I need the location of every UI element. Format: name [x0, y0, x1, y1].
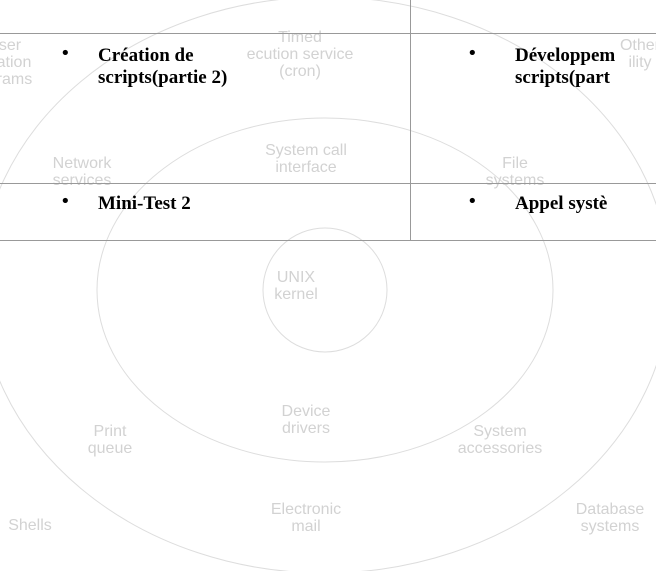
diagram-label: systems [581, 518, 640, 535]
bullet: • [60, 43, 71, 64]
diagram-label: accessories [458, 440, 542, 457]
cell-line: Création de [98, 45, 194, 66]
bullet: • [467, 191, 478, 212]
diagram-label: grams [0, 71, 32, 88]
diagram-label: (cron) [279, 63, 321, 80]
diagram-label: cation [0, 54, 31, 71]
diagram-label: ecution service [247, 46, 354, 63]
diagram-label: interface [275, 159, 336, 176]
ring [262, 227, 388, 353]
cell-line: Appel systè [515, 193, 608, 214]
diagram-label: System call [265, 142, 347, 159]
diagram-label: File [502, 155, 528, 172]
diagram-label: Print [94, 423, 127, 440]
diagram-label: Other [620, 37, 656, 54]
diagram-label: drivers [282, 420, 330, 437]
diagram-label: services [53, 172, 112, 189]
diagram-label: Shells [8, 517, 52, 534]
diagram-label: ility [628, 54, 651, 71]
diagram-label: Network [53, 155, 113, 172]
diagram-label: Device [282, 403, 331, 420]
diagram-label: ser [0, 37, 22, 54]
cell-line: scripts(partie 2) [98, 67, 228, 88]
ring [96, 117, 554, 463]
table-cell: Développem scripts(part [515, 45, 615, 89]
table-cell: Mini-Test 2 [98, 193, 191, 215]
diagram-label: System [473, 423, 526, 440]
bullet: • [467, 43, 478, 64]
bullet: • [60, 191, 71, 212]
diagram-label: Timed [278, 29, 322, 46]
diagram-label: Electronic [271, 501, 341, 518]
cell-line: scripts(part [515, 67, 610, 88]
diagram-label: queue [88, 440, 133, 457]
cell-line: Développem [515, 45, 616, 66]
table-lines [0, 0, 656, 241]
diagram-label: Database [576, 501, 645, 518]
table-cell: Appel systè [515, 193, 607, 215]
diagram-label: UNIX [277, 269, 316, 286]
diagram-label: kernel [274, 286, 318, 303]
diagram-label: systems [486, 172, 545, 189]
diagram-label: mail [291, 518, 320, 535]
table-cell: Création de scripts(partie 2) [98, 45, 227, 89]
cell-line: Mini-Test 2 [98, 193, 191, 214]
